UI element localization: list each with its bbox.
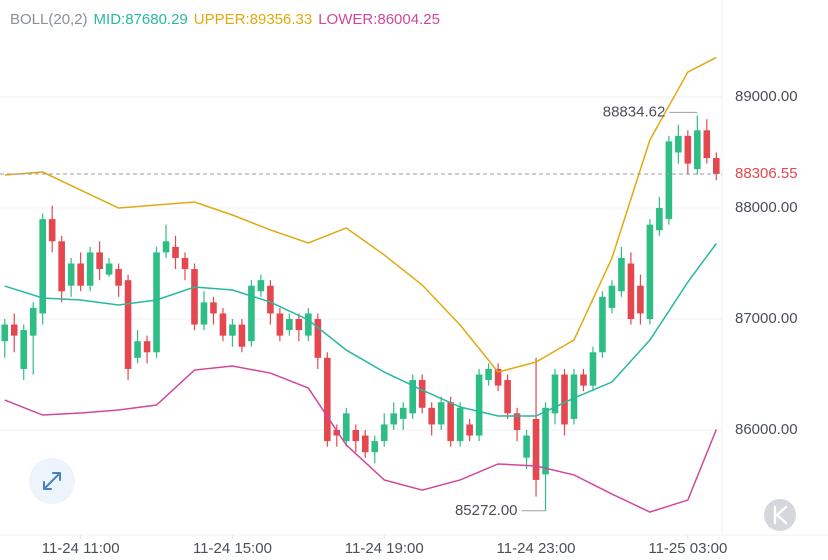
candle-body bbox=[105, 263, 113, 275]
candle-body bbox=[305, 313, 312, 336]
expand-button[interactable] bbox=[29, 458, 75, 504]
candle-body bbox=[361, 435, 369, 453]
candle-body bbox=[418, 380, 426, 408]
candle-body bbox=[475, 374, 483, 436]
legend-entry: MID:87680.29 bbox=[94, 11, 188, 28]
candle-body bbox=[20, 330, 28, 369]
candle-body bbox=[532, 418, 540, 480]
candle-body bbox=[276, 313, 284, 336]
candle-body bbox=[124, 280, 132, 369]
candle-body bbox=[599, 296, 606, 353]
candle-body bbox=[48, 219, 56, 242]
candle-body bbox=[447, 402, 454, 442]
candle-body bbox=[580, 374, 587, 386]
candle-body bbox=[627, 263, 635, 320]
candle-body bbox=[172, 246, 179, 258]
legend-entry: LOWER:86004.25 bbox=[318, 11, 440, 28]
candle-body bbox=[86, 252, 94, 286]
candle-body bbox=[428, 407, 435, 425]
candle-body bbox=[10, 324, 18, 336]
candle-body bbox=[637, 285, 644, 314]
candle-body bbox=[371, 441, 379, 453]
kline-button[interactable] bbox=[764, 499, 796, 531]
candle-body bbox=[248, 285, 255, 342]
candle-body bbox=[466, 424, 473, 436]
candle-body bbox=[324, 357, 331, 442]
candle-body bbox=[210, 302, 217, 314]
candle-body bbox=[29, 307, 37, 336]
last-price-label: 88306.55 bbox=[735, 165, 798, 182]
candle-body bbox=[314, 319, 322, 358]
candle-body bbox=[229, 324, 236, 336]
candle-body bbox=[409, 380, 417, 414]
candle-body bbox=[143, 341, 151, 353]
band-lower bbox=[4, 365, 718, 513]
high-label: 88834.62 bbox=[603, 103, 666, 120]
band-upper bbox=[4, 56, 717, 373]
candle-body bbox=[333, 429, 341, 436]
candle-body bbox=[153, 252, 160, 353]
candle-body bbox=[523, 435, 530, 458]
candle-body bbox=[675, 135, 682, 153]
x-tick-label: 11-24 19:00 bbox=[345, 540, 424, 557]
candle-body bbox=[646, 224, 654, 320]
candle-body bbox=[257, 280, 265, 292]
band-mid bbox=[4, 243, 717, 417]
candle-body bbox=[219, 313, 227, 336]
candle-body bbox=[551, 374, 559, 414]
x-tick-label: 11-24 23:00 bbox=[497, 540, 576, 557]
candle-body bbox=[485, 368, 492, 381]
candle-body bbox=[399, 407, 407, 419]
low-label: 85272.00 bbox=[455, 502, 518, 519]
candle-body bbox=[703, 130, 711, 159]
candle-body bbox=[608, 285, 616, 308]
candle-body bbox=[286, 319, 293, 331]
candle-body bbox=[656, 208, 663, 231]
candle-body bbox=[238, 324, 246, 347]
candle-body bbox=[77, 263, 84, 286]
candle-body bbox=[504, 380, 511, 414]
candle-body bbox=[295, 319, 303, 331]
candle-body bbox=[342, 413, 350, 442]
candle-body bbox=[1, 324, 9, 342]
candle-body bbox=[494, 368, 502, 386]
candle-body bbox=[513, 413, 521, 430]
candle-body bbox=[713, 158, 720, 174]
candle-body bbox=[694, 130, 701, 170]
candle-body bbox=[618, 257, 625, 292]
candle-body bbox=[191, 269, 198, 325]
x-tick-label: 11-25 03:00 bbox=[648, 540, 727, 557]
candle-body bbox=[437, 402, 445, 425]
legend: BOLL(20,2) MID:87680.29 UPPER:89356.33 LOWE… bbox=[10, 11, 440, 28]
candle-body bbox=[39, 219, 46, 314]
candle-body bbox=[181, 257, 189, 270]
legend-entry: BOLL(20,2) bbox=[10, 11, 88, 28]
candle-body bbox=[390, 413, 398, 425]
candle-body bbox=[561, 374, 568, 425]
y-tick-label: 87000.00 bbox=[735, 310, 798, 327]
y-tick-label: 86000.00 bbox=[735, 421, 798, 438]
candle-body bbox=[542, 407, 549, 475]
y-tick-label: 89000.00 bbox=[735, 88, 798, 105]
x-tick-label: 11-24 11:00 bbox=[42, 540, 120, 557]
x-tick-label: 11-24 15:00 bbox=[193, 540, 272, 557]
y-tick-label: 88000.00 bbox=[735, 199, 798, 216]
candle-body bbox=[665, 141, 673, 220]
legend-entry: UPPER:89356.33 bbox=[194, 11, 312, 28]
candle-body bbox=[570, 374, 578, 419]
candle-body bbox=[162, 241, 170, 253]
candle-body bbox=[684, 135, 692, 164]
candle-body bbox=[67, 263, 75, 286]
candle-body bbox=[456, 407, 464, 442]
candle-body bbox=[200, 302, 208, 325]
candle-body bbox=[134, 341, 141, 358]
candle-body bbox=[589, 352, 597, 386]
candle-body bbox=[115, 269, 122, 286]
candle-body bbox=[58, 241, 65, 292]
candle-body bbox=[267, 285, 274, 314]
candle-body bbox=[380, 424, 388, 442]
candle-body bbox=[352, 429, 360, 442]
candle-body bbox=[96, 252, 103, 270]
